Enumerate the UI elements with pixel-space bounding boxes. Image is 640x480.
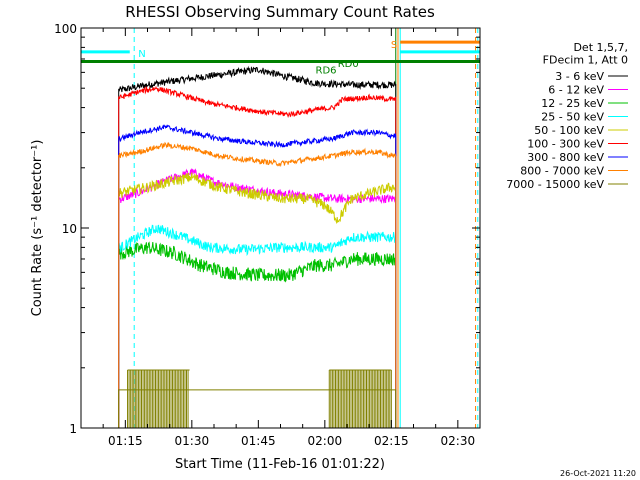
annotation-3: RD0: [338, 59, 359, 70]
series-0: [118, 65, 397, 429]
x-tick-label: 01:45: [241, 434, 276, 448]
series-2: [118, 241, 397, 429]
footer-date: 26-Oct-2021 11:20: [560, 469, 636, 478]
legend-title: Det 1,5,7,: [573, 41, 628, 54]
legend-entry-label: 800 - 7000 keV: [520, 165, 604, 178]
x-tick-label: 01:15: [108, 434, 143, 448]
x-tick-label: 01:30: [175, 434, 210, 448]
y-tick-label: 100: [54, 22, 77, 36]
x-tick-label: 02:00: [308, 434, 343, 448]
y-tick-label: 10: [62, 222, 77, 236]
legend-entry-label: 25 - 50 keV: [541, 111, 604, 124]
legend-entry-label: 300 - 800 keV: [527, 151, 604, 164]
legend-entry-label: 6 - 12 keV: [548, 84, 604, 97]
legend-entry-label: 7000 - 15000 keV: [506, 178, 604, 191]
legend-entry-label: 50 - 100 keV: [534, 124, 604, 137]
series-line: [118, 389, 397, 428]
series-3: [118, 224, 397, 429]
annotation-1: S: [391, 40, 397, 51]
plot-frame: [80, 27, 481, 429]
annotation-2: RD6: [316, 66, 337, 77]
series-8: [118, 369, 397, 428]
legend-entry-label: 3 - 6 keV: [555, 70, 604, 83]
y-tick-label: 1: [69, 422, 77, 436]
series-7: [118, 141, 397, 429]
series-4: [118, 172, 397, 429]
x-tick-label: 02:30: [441, 434, 476, 448]
series-5: [118, 85, 397, 429]
series-6: [118, 124, 397, 429]
legend-entry-label: 100 - 300 keV: [527, 138, 604, 151]
chart-title: RHESSI Observing Summary Count Rates: [125, 3, 435, 21]
x-axis-label: Start Time (11-Feb-16 01:01:22): [175, 457, 385, 472]
axes: 01:15 01:30 01:45 02:00 02:15 02:30 1 10 100: [54, 22, 481, 448]
annotation-0: N: [138, 49, 145, 60]
x-tick-label: 02:15: [374, 434, 409, 448]
y-axis-label: Count Rate (s⁻¹ detector⁻¹): [30, 140, 45, 317]
legend-entry-label: 12 - 25 keV: [541, 97, 604, 110]
legend-title: FDecim 1, Att 0: [543, 54, 628, 67]
